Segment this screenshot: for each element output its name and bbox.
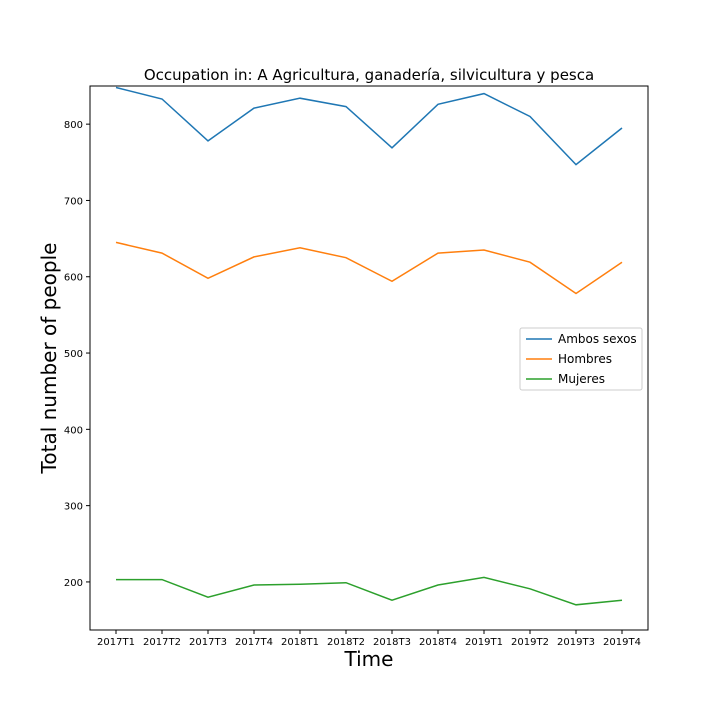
x-tick-label: 2017T3: [189, 637, 227, 648]
x-tick-label: 2018T2: [327, 637, 365, 648]
x-tick-label: 2019T1: [465, 637, 503, 648]
legend-box: [519, 327, 643, 391]
series-line-ambos-sexos: [115, 86, 623, 166]
legend-label: Mujeres: [558, 372, 605, 386]
x-tick-label: 2018T4: [419, 637, 457, 648]
x-tick-label: 2019T4: [603, 637, 641, 648]
y-tick-label: 500: [64, 349, 83, 360]
y-tick-label: 800: [64, 120, 83, 131]
x-tick-label: 2017T4: [235, 637, 273, 648]
plot-frame: [89, 85, 649, 631]
plot-area: 200 300 400 500 600 700 800 2017T1 2017T2 2017T3 2…: [64, 85, 649, 648]
series-line-mujeres: [116, 576, 623, 606]
x-tick-label: 2017T2: [143, 637, 181, 648]
legend-label: Ambos sexos: [558, 332, 637, 346]
y-tick-label: 200: [64, 578, 83, 589]
y-axis-label: Total number of people: [37, 243, 61, 475]
series-line-hombres: [115, 241, 623, 295]
chart-title: Occupation in: A Agricultura, ganadería,…: [144, 66, 594, 84]
legend-label: Hombres: [558, 352, 612, 366]
y-tick-label: 300: [64, 502, 83, 513]
x-tick-label: 2019T2: [511, 637, 549, 648]
x-axis-label: Time: [344, 647, 394, 671]
y-tick-label: 600: [64, 273, 83, 284]
x-tick-label: 2017T1: [97, 637, 135, 648]
x-tick-label: 2018T3: [373, 637, 411, 648]
x-tick-label: 2019T3: [557, 637, 595, 648]
x-tick-label: 2018T1: [281, 637, 319, 648]
y-tick-label: 700: [64, 196, 83, 207]
y-tick-label: 400: [64, 425, 83, 436]
